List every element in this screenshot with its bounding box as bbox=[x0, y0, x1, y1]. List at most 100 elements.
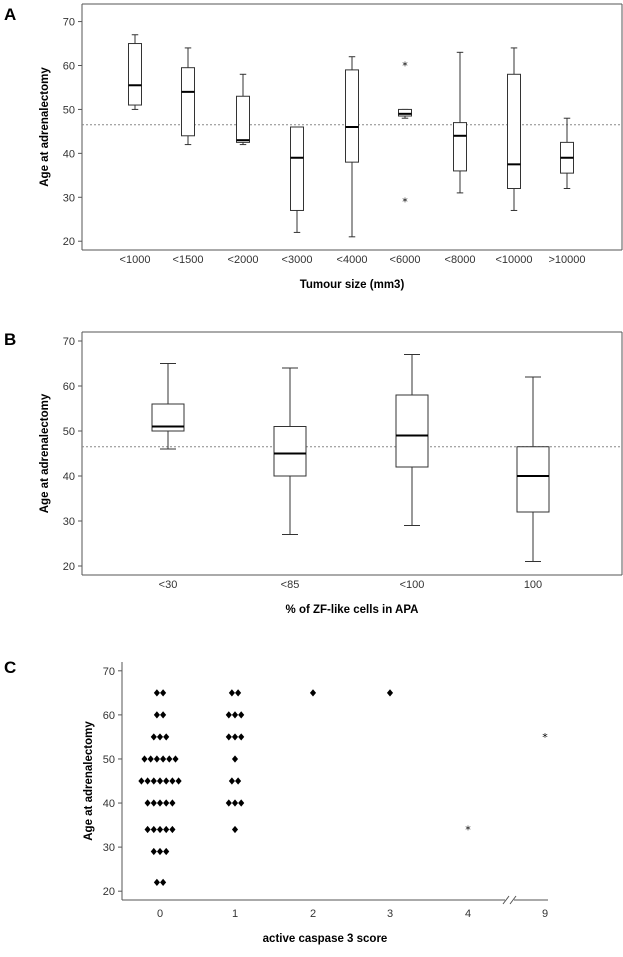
y-tick-label: 30 bbox=[103, 842, 115, 854]
x-tick-label: 4 bbox=[465, 908, 471, 920]
box-plot-<8000 bbox=[453, 51, 467, 194]
outlier-star: * bbox=[402, 60, 408, 73]
data-point bbox=[144, 825, 151, 834]
box-plot-<10000 bbox=[507, 47, 521, 211]
data-point bbox=[144, 799, 151, 807]
data-point bbox=[163, 777, 170, 785]
data-point bbox=[228, 777, 235, 785]
data-point bbox=[225, 711, 232, 719]
x-axis-title: Tumour size (mm3) bbox=[300, 279, 405, 291]
y-tick-label: 20 bbox=[63, 236, 75, 248]
data-point bbox=[163, 733, 170, 741]
data-point bbox=[160, 878, 167, 886]
x-tick-label: >10000 bbox=[548, 254, 585, 266]
iqr-box bbox=[273, 426, 307, 477]
x-tick-label: <10000 bbox=[495, 254, 532, 266]
data-point bbox=[238, 711, 245, 719]
iqr-box bbox=[181, 67, 195, 137]
data-point bbox=[225, 799, 232, 807]
y-tick-label: 40 bbox=[103, 798, 115, 810]
data-point bbox=[156, 733, 164, 741]
data-point bbox=[231, 711, 239, 719]
x-tick-label: <100 bbox=[400, 579, 425, 591]
x-tick-label: 100 bbox=[524, 579, 542, 591]
box-plot-<6000: ** bbox=[398, 60, 412, 209]
iqr-box bbox=[395, 394, 429, 468]
data-point bbox=[153, 711, 160, 719]
data-point bbox=[150, 733, 157, 741]
data-point bbox=[228, 689, 235, 697]
data-point bbox=[160, 755, 167, 763]
box-plot-<4000 bbox=[345, 56, 359, 238]
box-plot-<85 bbox=[273, 367, 307, 535]
iqr-box bbox=[345, 69, 359, 163]
box-plot-<1000 bbox=[128, 34, 142, 110]
panel-c-letter: C bbox=[4, 658, 16, 677]
axis-break-mark bbox=[502, 895, 510, 905]
y-tick-label: 60 bbox=[63, 381, 75, 393]
x-tick-label: <4000 bbox=[337, 254, 368, 266]
y-tick-label: 40 bbox=[63, 148, 75, 160]
data-point bbox=[156, 777, 164, 785]
data-point bbox=[150, 799, 157, 807]
y-tick-label: 50 bbox=[63, 104, 75, 116]
x-tick-label: <8000 bbox=[445, 254, 476, 266]
y-tick-label: 50 bbox=[63, 426, 75, 438]
data-point bbox=[150, 777, 157, 785]
x-tick-label: <3000 bbox=[282, 254, 313, 266]
data-point bbox=[153, 689, 160, 697]
y-tick-label: 70 bbox=[63, 17, 75, 29]
iqr-box bbox=[290, 126, 304, 211]
box-plot-<3000 bbox=[290, 126, 304, 233]
y-tick-label: 20 bbox=[63, 561, 75, 573]
data-point bbox=[150, 825, 157, 834]
data-point bbox=[238, 799, 245, 807]
axis-break-mark bbox=[509, 895, 517, 905]
box-plot-<100 bbox=[395, 354, 429, 526]
panel-a: A 20 30 40 50 60 70 <1000 <1500 <2000 <3000 <4000 <… bbox=[4, 3, 623, 291]
y-tick-label: 70 bbox=[103, 666, 115, 678]
x-tick-label: <6000 bbox=[390, 254, 421, 266]
y-tick-label: 70 bbox=[63, 336, 75, 348]
data-point bbox=[169, 799, 176, 807]
y-axis-title: Age at adrenalectomy bbox=[39, 67, 51, 187]
iqr-box bbox=[236, 95, 250, 143]
data-point bbox=[309, 689, 317, 697]
panel-b-letter: B bbox=[4, 330, 16, 349]
data-point bbox=[225, 733, 232, 741]
data-point bbox=[163, 847, 170, 856]
iqr-box bbox=[516, 446, 550, 513]
data-point bbox=[169, 777, 176, 785]
x-tick-label: 9 bbox=[542, 908, 548, 920]
box-plot->10000 bbox=[560, 117, 574, 189]
x-tick-label: <1000 bbox=[120, 254, 151, 266]
data-point bbox=[235, 777, 242, 785]
data-point bbox=[156, 847, 164, 856]
panel-c: C 20 30 40 50 60 70 0 1 2 3 4 9 active caspase 3 sco… bbox=[4, 658, 548, 945]
data-point bbox=[138, 777, 145, 785]
box-plot-<2000 bbox=[236, 73, 250, 146]
data-point bbox=[235, 689, 242, 697]
data-point bbox=[231, 825, 239, 834]
data-point bbox=[238, 733, 245, 741]
y-tick-label: 40 bbox=[63, 471, 75, 483]
x-tick-label: <1500 bbox=[173, 254, 204, 266]
iqr-box bbox=[128, 43, 142, 106]
box-plot-<30 bbox=[151, 363, 185, 450]
data-point bbox=[144, 777, 151, 785]
data-point bbox=[150, 847, 157, 856]
y-tick-label: 20 bbox=[103, 886, 115, 898]
box-plot-100 bbox=[516, 376, 550, 562]
data-point bbox=[163, 799, 170, 807]
data-point bbox=[153, 878, 160, 886]
data-point bbox=[231, 755, 239, 763]
x-tick-label: 2 bbox=[310, 908, 316, 920]
x-axis-title: % of ZF-like cells in APA bbox=[286, 604, 419, 616]
y-axis-title: Age at adrenalectomy bbox=[39, 393, 51, 513]
x-tick-label: 3 bbox=[387, 908, 393, 920]
iqr-box bbox=[453, 122, 467, 172]
x-tick-label: 1 bbox=[232, 908, 238, 920]
box-plot-<1500 bbox=[181, 47, 195, 146]
x-tick-label: <2000 bbox=[228, 254, 259, 266]
data-point bbox=[172, 755, 179, 763]
